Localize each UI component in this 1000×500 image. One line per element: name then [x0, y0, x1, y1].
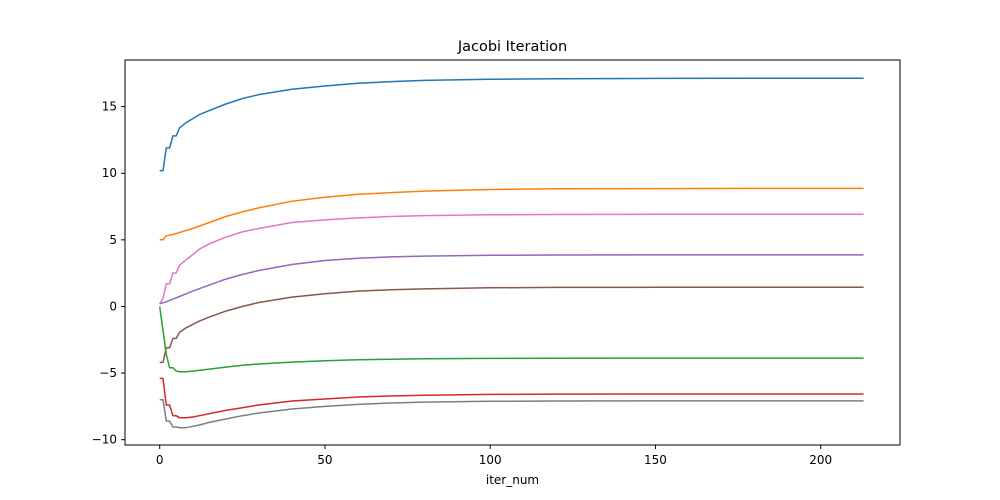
x-tick-label: 50	[317, 453, 332, 467]
y-tick-label: 0	[109, 299, 117, 313]
y-tick-label: 15	[102, 100, 117, 114]
y-tick-label: −5	[99, 366, 117, 380]
y-axis: −10 −5 0 5 10 15	[92, 100, 125, 447]
y-tick-label: 10	[102, 166, 117, 180]
series-layer	[158, 77, 864, 429]
series-line-6	[158, 306, 864, 373]
series-line-5	[159, 286, 864, 364]
series-line-8	[159, 398, 864, 429]
chart-title: Jacobi Iteration	[457, 39, 567, 55]
x-tick-label: 200	[809, 453, 832, 467]
x-tick-label: 0	[156, 453, 164, 467]
x-axis: 0 50 100 150 200	[156, 445, 832, 467]
x-tick-label: 100	[479, 453, 502, 467]
plot-frame	[124, 59, 901, 446]
x-tick-label: 150	[644, 453, 667, 467]
series-line-7	[159, 377, 864, 419]
series-line-2	[159, 187, 864, 241]
y-tick-label: 5	[109, 233, 117, 247]
series-line-4	[159, 254, 864, 305]
series-line-1	[159, 77, 864, 172]
x-axis-title: iter_num	[486, 473, 539, 487]
series-line-3	[159, 213, 864, 305]
y-tick-label: −10	[92, 433, 117, 447]
